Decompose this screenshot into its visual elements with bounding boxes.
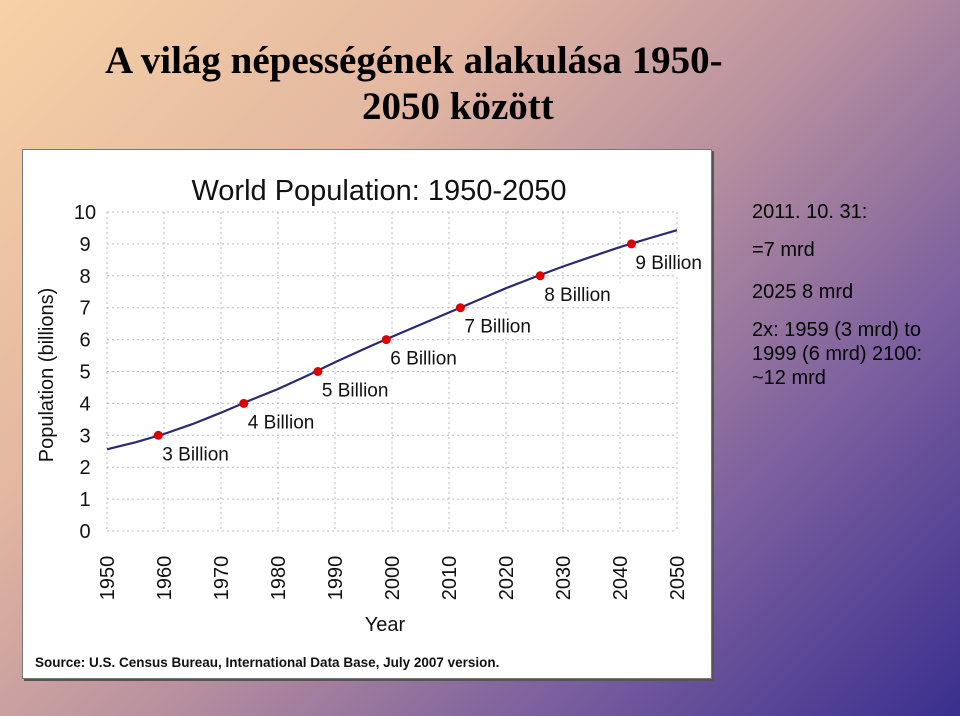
milestone-label: 7 Billion xyxy=(464,317,531,338)
milestone-label-bg xyxy=(388,346,473,370)
milestone-point xyxy=(153,430,163,440)
y-tick-label: 9 xyxy=(79,234,90,256)
y-axis-label: Population (billions) xyxy=(36,288,58,463)
milestone-label-bg xyxy=(542,282,627,306)
milestone-label: 5 Billion xyxy=(322,381,389,402)
x-tick-label: 1980 xyxy=(268,556,290,601)
milestone-label: 3 Billion xyxy=(162,444,229,465)
x-axis-label: Year xyxy=(365,614,406,636)
axis-ticks: 0 1 2 3 4 5 6 7 8 9 10 1950 1960 1970 1980 1990 2000 2010… xyxy=(74,202,689,600)
y-tick-label: 1 xyxy=(79,489,90,511)
milestone-label-bg xyxy=(319,378,404,402)
milestone-label-bg xyxy=(633,250,711,274)
note-date: 2011. 10. 31: xyxy=(752,201,868,223)
x-tick-label: 1960 xyxy=(154,556,176,601)
x-tick-label: 2050 xyxy=(667,556,689,601)
milestone-point xyxy=(455,303,465,313)
y-tick-label: 0 xyxy=(79,521,90,543)
milestone-label: 6 Billion xyxy=(390,349,457,370)
side-notes: 2011. 10. 31: =7 mrd 2025 8 mrd 2x: 1959… xyxy=(752,200,952,408)
x-tick-label: 1990 xyxy=(325,556,347,601)
note-7-billion: =7 mrd xyxy=(752,239,815,261)
milestone-point xyxy=(381,335,391,345)
x-tick-label: 1970 xyxy=(211,556,233,601)
slide-title-line-1: A világ népességének alakulása 1950- xyxy=(105,39,723,82)
milestone-label: 4 Billion xyxy=(248,412,315,433)
y-tick-label: 5 xyxy=(79,362,90,384)
y-tick-label: 2 xyxy=(79,457,90,479)
milestone-label-bg xyxy=(462,314,547,338)
series-layer xyxy=(106,229,678,451)
x-tick-label: 2020 xyxy=(496,556,518,601)
chart-title: World Population: 1950-2050 xyxy=(191,175,566,207)
chart-source: Source: U.S. Census Bureau, Internationa… xyxy=(35,655,499,670)
x-tick-label: 2000 xyxy=(382,556,404,601)
milestone-label: 9 Billion xyxy=(635,253,702,274)
x-tick-label: 1950 xyxy=(97,556,119,601)
slide-title: A világ népességének alakulása 1950- 205… xyxy=(0,38,960,130)
milestone-point xyxy=(313,367,323,376)
note-doubling: 2x: 1959 (3 mrd) to 1999 (6 mrd) 2100: ~… xyxy=(752,319,923,389)
y-tick-label: 3 xyxy=(79,425,90,447)
milestone-label-bg xyxy=(160,442,245,466)
population-chart: World Population: 1950-2050 Population (… xyxy=(35,175,711,670)
milestone-label-bg xyxy=(245,410,330,434)
y-tick-label: 10 xyxy=(74,202,96,224)
milestone-point xyxy=(535,271,545,281)
y-tick-label: 4 xyxy=(79,393,90,415)
population-line xyxy=(106,229,678,451)
grid-lines xyxy=(106,211,678,532)
note-2025: 2025 8 mrd xyxy=(752,281,854,303)
y-tick-label: 6 xyxy=(79,330,90,352)
y-tick-label: 7 xyxy=(79,298,90,320)
y-tick-label: 8 xyxy=(79,266,90,288)
x-tick-label: 2010 xyxy=(439,556,461,601)
chart-panel: World Population: 1950-2050 Population (… xyxy=(22,149,712,679)
x-tick-label: 2030 xyxy=(553,556,575,601)
x-tick-label: 2040 xyxy=(610,556,632,601)
milestone-point xyxy=(626,239,636,249)
milestone-point xyxy=(239,398,249,408)
slide-title-line-2: 2050 között xyxy=(362,85,554,128)
milestone-label: 8 Billion xyxy=(544,285,611,306)
